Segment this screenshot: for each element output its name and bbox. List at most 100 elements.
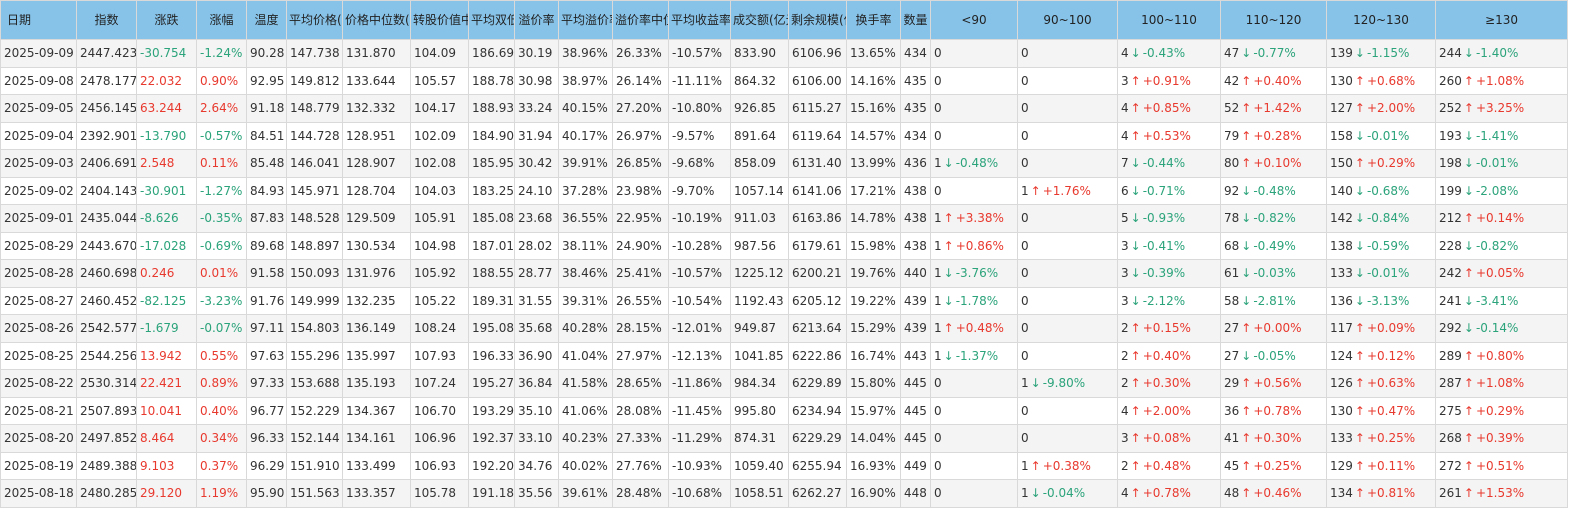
table-cell: 39.91% xyxy=(558,149,613,178)
table-cell: 36.90 xyxy=(514,341,559,370)
table-cell: 2480.285 xyxy=(76,479,137,508)
bucket-count: 3 xyxy=(1121,73,1129,88)
table-cell: 15.97% xyxy=(846,396,901,425)
table-cell: 287 ↑ +1.08% xyxy=(1435,369,1568,398)
header-turnover-rate[interactable]: 换手率 xyxy=(846,0,901,40)
table-cell: 105.91 xyxy=(410,204,469,233)
header-median-premium-rate[interactable]: 溢价率中位数 xyxy=(612,0,669,40)
table-cell: 949.87 xyxy=(730,314,789,343)
table-cell: 39.31% xyxy=(558,286,613,315)
bucket-count: 136 xyxy=(1330,293,1353,308)
table-cell: 47 ↓ -0.77% xyxy=(1220,39,1327,68)
table-cell: 2456.145 xyxy=(76,94,137,123)
bucket-count: 158 xyxy=(1330,128,1353,143)
table-cell: -30.754 xyxy=(136,39,197,68)
table-row: 2025-08-26 2542.577 -1.679 -0.07% 97.11 154.8… xyxy=(0,314,1568,343)
table-cell: 272 ↑ +0.51% xyxy=(1435,451,1568,480)
arrow-down-icon: ↓ xyxy=(1241,266,1252,281)
header-median-conversion-value[interactable]: 转股价值中位数 xyxy=(410,0,469,40)
header-remaining-size[interactable]: 剩余规模(亿元) xyxy=(788,0,847,40)
table-cell: 2025-09-08 xyxy=(0,66,77,95)
header-temperature[interactable]: 温度 xyxy=(246,0,287,40)
header-median-price[interactable]: 价格中位数(元) xyxy=(342,0,411,40)
header-date[interactable]: 日期 xyxy=(0,0,77,40)
table-cell: 61 ↓ -0.03% xyxy=(1220,259,1327,288)
table-cell: 33.10 xyxy=(514,424,559,453)
bucket-count: 4 xyxy=(1121,101,1129,116)
table-cell: 40.02% xyxy=(558,451,613,480)
table-cell: 108.24 xyxy=(410,314,469,343)
bucket-change: -0.93% xyxy=(1142,211,1186,226)
header-avg-double-low[interactable]: 平均双低 xyxy=(468,0,515,40)
header-bucket-ge130[interactable]: ≥130 xyxy=(1435,0,1568,40)
table-cell: 38.96% xyxy=(558,39,613,68)
header-bucket-lt90[interactable]: <90 xyxy=(930,0,1018,40)
table-cell: -10.57% xyxy=(668,39,731,68)
table-cell: 36 ↑ +0.78% xyxy=(1220,396,1327,425)
header-bucket-120-130[interactable]: 120~130 xyxy=(1326,0,1436,40)
table-cell: 192.20 xyxy=(468,451,515,480)
header-turnover-amount[interactable]: 成交额(亿元) xyxy=(730,0,789,40)
header-bucket-90-100[interactable]: 90~100 xyxy=(1017,0,1118,40)
table-cell: 2025-09-04 xyxy=(0,121,77,150)
header-avg-premium-rate[interactable]: 平均溢价率 xyxy=(558,0,613,40)
bucket-change: -1.15% xyxy=(1366,46,1410,61)
table-cell: 35.56 xyxy=(514,479,559,508)
header-change-pct[interactable]: 涨幅 xyxy=(196,0,247,40)
table-cell: 124 ↑ +0.12% xyxy=(1326,341,1436,370)
table-cell: 133 ↓ -0.01% xyxy=(1326,259,1436,288)
table-body: 2025-09-09 2447.423 -30.754 -1.24% 90.28 147.… xyxy=(0,39,1568,508)
arrow-down-icon: ↓ xyxy=(1354,46,1365,61)
table-cell: 188.78 xyxy=(468,66,515,95)
table-cell: 196.33 xyxy=(468,341,515,370)
bucket-count: 1 xyxy=(1021,486,1029,501)
header-bucket-100-110[interactable]: 100~110 xyxy=(1117,0,1221,40)
table-cell: 106.96 xyxy=(410,424,469,453)
table-cell: 30.19 xyxy=(514,39,559,68)
table-cell: 22.95% xyxy=(612,204,669,233)
table-cell: 87.83 xyxy=(246,204,287,233)
table-cell: 984.34 xyxy=(730,369,789,398)
bucket-change: -1.37% xyxy=(955,348,999,363)
header-avg-yield[interactable]: 平均收益率 xyxy=(668,0,731,40)
table-cell: 41 ↑ +0.30% xyxy=(1220,424,1327,453)
arrow-up-icon: ↑ xyxy=(943,238,954,253)
bucket-change: -0.01% xyxy=(1366,266,1410,281)
bucket-change: -0.77% xyxy=(1253,46,1296,61)
arrow-up-icon: ↑ xyxy=(943,321,954,336)
arrow-up-icon: ↑ xyxy=(1463,211,1474,226)
header-bucket-110-120[interactable]: 110~120 xyxy=(1220,0,1327,40)
bucket-count: 4 xyxy=(1121,128,1129,143)
table-cell: 140 ↓ -0.68% xyxy=(1326,176,1436,205)
bucket-count: 244 xyxy=(1439,46,1462,61)
bucket-change: +0.15% xyxy=(1142,321,1191,336)
table-cell: 0 xyxy=(1017,396,1118,425)
table-row: 2025-08-25 2544.256 13.942 0.55% 97.63 155.29… xyxy=(0,341,1568,370)
table-cell: 189.31 xyxy=(468,286,515,315)
table-cell: 63.244 xyxy=(136,94,197,123)
table-cell: 1.19% xyxy=(196,479,247,508)
header-change[interactable]: 涨跌 xyxy=(136,0,197,40)
header-count[interactable]: 数量 xyxy=(900,0,931,40)
bucket-count: 212 xyxy=(1439,211,1462,226)
table-cell: 6163.86 xyxy=(788,204,847,233)
table-cell: 6205.12 xyxy=(788,286,847,315)
table-cell: 4 ↑ +0.85% xyxy=(1117,94,1221,123)
bucket-count: 150 xyxy=(1330,156,1353,171)
table-cell: 158 ↓ -0.01% xyxy=(1326,121,1436,150)
bucket-count: 48 xyxy=(1224,486,1240,501)
table-cell: -82.125 xyxy=(136,286,197,315)
table-cell: 128.704 xyxy=(342,176,411,205)
arrow-down-icon: ↓ xyxy=(943,293,954,308)
table-cell: 27.97% xyxy=(612,341,669,370)
table-cell: 6234.94 xyxy=(788,396,847,425)
bucket-change: -0.82% xyxy=(1475,238,1519,253)
arrow-up-icon: ↑ xyxy=(1463,458,1474,473)
table-cell: 28.15% xyxy=(612,314,669,343)
header-avg-price[interactable]: 平均价格(元) xyxy=(286,0,343,40)
header-premium-rate[interactable]: 溢价率 xyxy=(514,0,559,40)
table-cell: 90.28 xyxy=(246,39,287,68)
arrow-down-icon: ↓ xyxy=(1030,376,1041,391)
table-cell: 104.09 xyxy=(410,39,469,68)
header-index[interactable]: 指数 xyxy=(76,0,137,40)
